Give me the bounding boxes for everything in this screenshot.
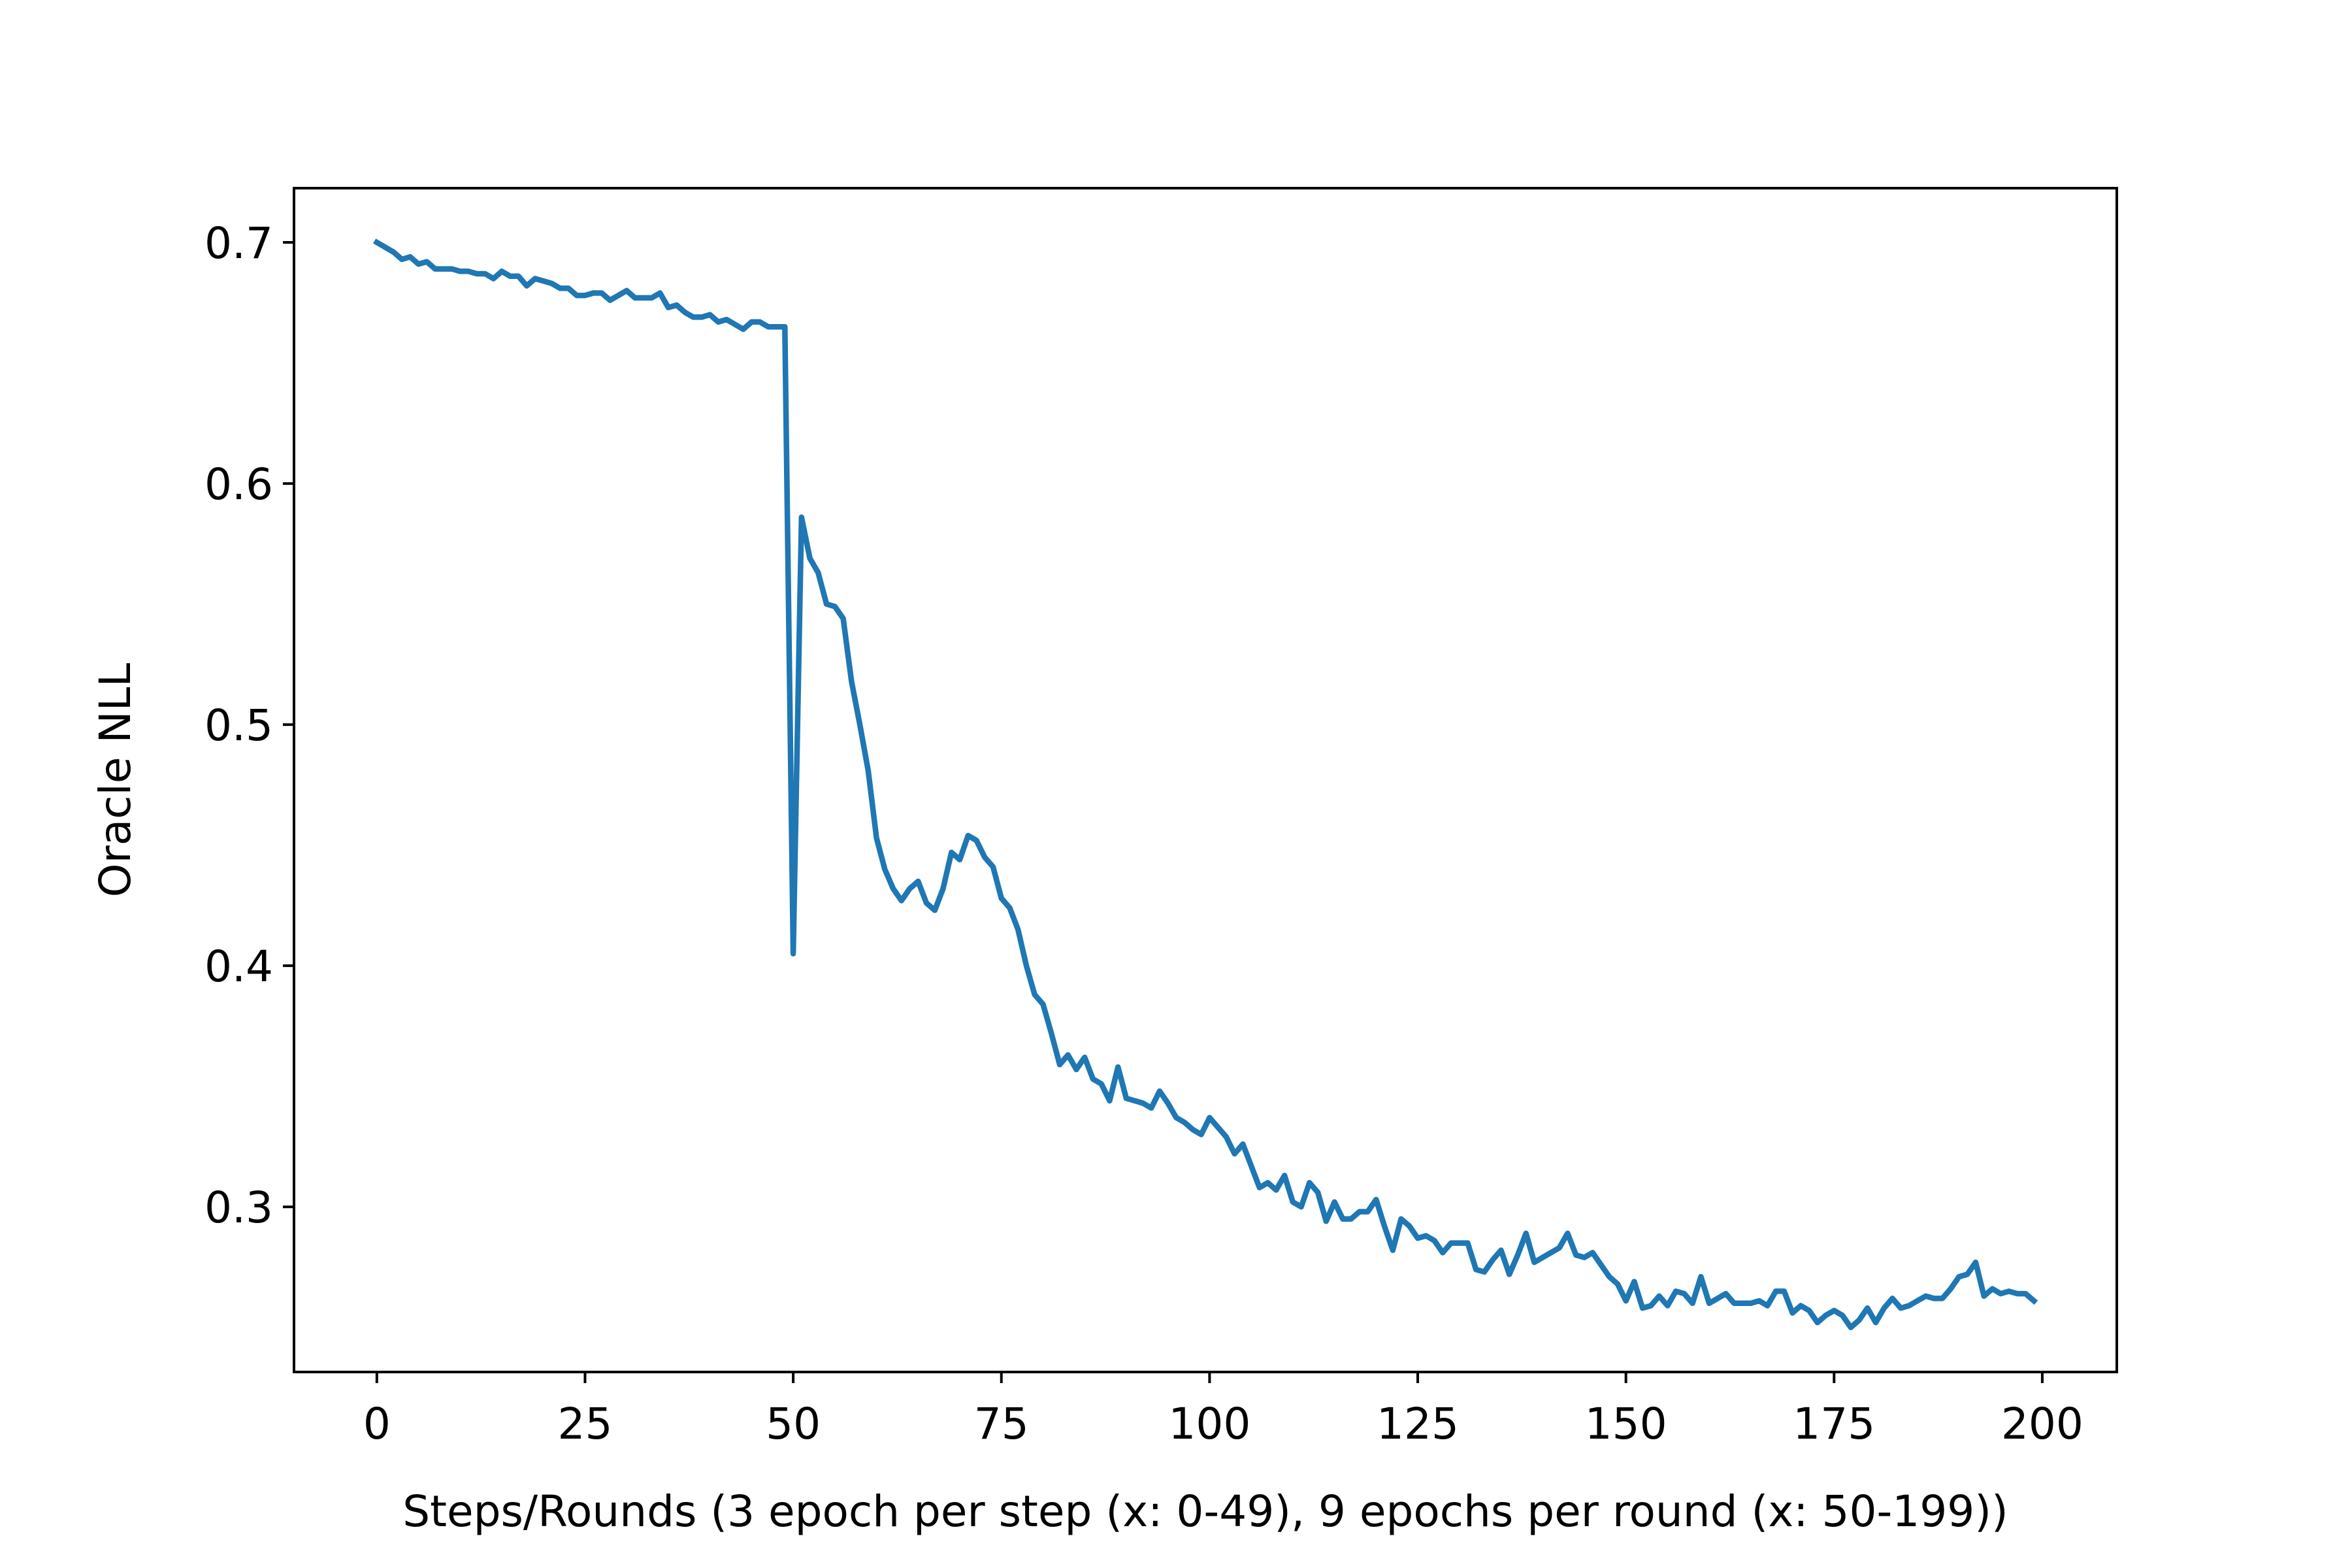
y-axis-label: Oracle NLL xyxy=(90,662,140,897)
x-axis-label: Steps/Rounds (3 epoch per step (x: 0-49)… xyxy=(402,1486,2008,1537)
series-line-0 xyxy=(372,238,2038,1330)
x-tick-label: 125 xyxy=(1377,1399,1459,1449)
y-tick-label: 0.7 xyxy=(204,218,273,269)
x-tick-label: 50 xyxy=(766,1399,821,1449)
y-tick-label: 0.4 xyxy=(204,941,273,992)
plot-area-frame xyxy=(293,187,2118,1373)
x-tick-label: 25 xyxy=(557,1399,612,1449)
x-tick-label: 0 xyxy=(363,1399,391,1449)
y-tick-label: 0.5 xyxy=(204,700,273,751)
x-tick-label: 100 xyxy=(1168,1399,1250,1449)
y-axis-ticks: 0.3 0.4 0.5 0.6 0.7 xyxy=(204,218,294,1233)
y-tick-label: 0.6 xyxy=(204,459,273,510)
x-axis-ticks: 0 25 50 75 100 125 150 175 200 xyxy=(363,1372,2083,1449)
x-tick-label: 150 xyxy=(1585,1399,1667,1449)
x-tick-label: 75 xyxy=(974,1399,1029,1449)
x-tick-label: 175 xyxy=(1793,1399,1875,1449)
series-layer xyxy=(372,238,2038,1330)
y-tick-label: 0.3 xyxy=(204,1183,273,1233)
x-tick-label: 200 xyxy=(2001,1399,2083,1449)
